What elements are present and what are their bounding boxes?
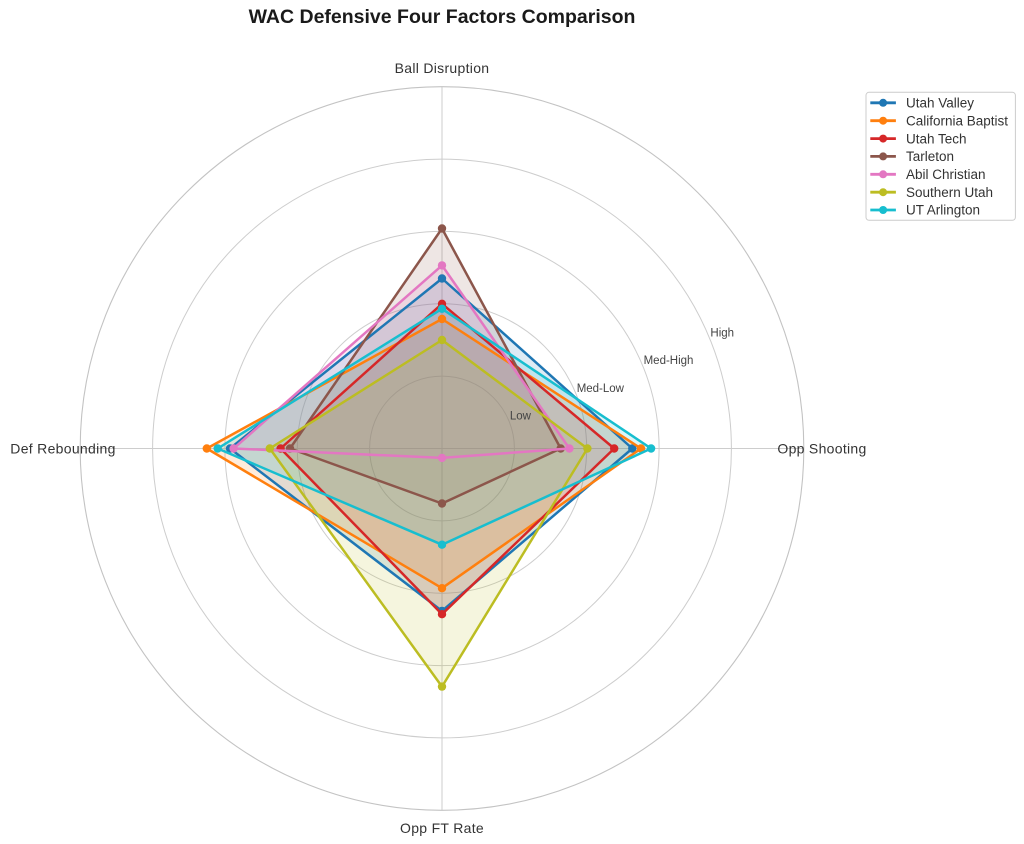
svg-text:Utah Tech: Utah Tech: [906, 131, 967, 146]
svg-text:Med-Low: Med-Low: [577, 383, 625, 395]
svg-text:Med-High: Med-High: [644, 355, 694, 367]
svg-text:Utah Valley: Utah Valley: [906, 96, 974, 111]
svg-text:California Baptist: California Baptist: [906, 113, 1008, 128]
svg-text:Abil Christian: Abil Christian: [906, 167, 986, 182]
svg-text:Tarleton: Tarleton: [906, 149, 954, 164]
svg-text:Opp FT Rate: Opp FT Rate: [400, 820, 484, 836]
svg-text:High: High: [710, 327, 734, 339]
svg-text:Low: Low: [510, 411, 532, 423]
svg-text:Def Rebounding: Def Rebounding: [10, 441, 115, 457]
svg-text:WAC Defensive Four Factors Com: WAC Defensive Four Factors Comparison: [249, 6, 636, 28]
svg-text:Southern Utah: Southern Utah: [906, 185, 993, 200]
svg-text:Opp Shooting: Opp Shooting: [777, 441, 866, 457]
svg-text:Ball Disruption: Ball Disruption: [395, 60, 490, 76]
svg-text:UT Arlington: UT Arlington: [906, 203, 980, 218]
